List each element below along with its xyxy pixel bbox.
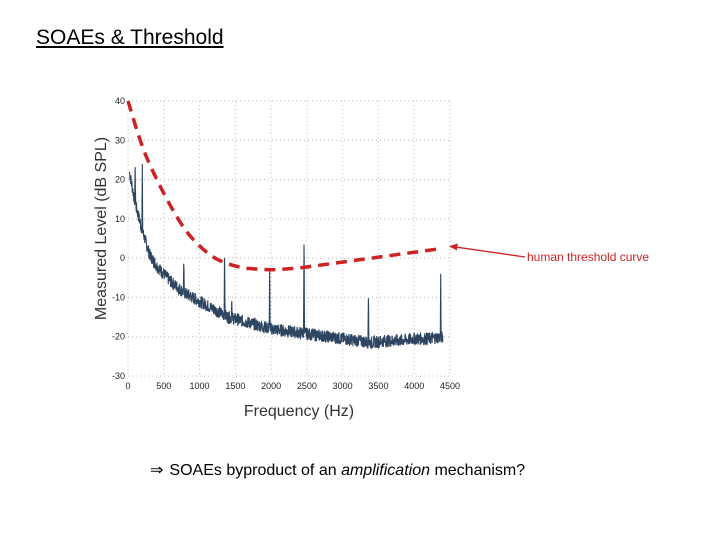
y-tick-label: 20 [115,175,125,185]
x-tick-label: 1500 [225,381,245,391]
x-tick-label: 3500 [368,381,388,391]
y-tick-label: 10 [115,214,125,224]
y-tick-label: -30 [112,371,125,381]
annotation-label: human threshold curve [527,250,649,264]
spectrum-line [128,163,444,350]
y-tick-label: 40 [115,96,125,106]
x-tick-label: 3000 [333,381,353,391]
chart-axes: 0 500 1000 1500 2000 2500 3000 3500 4000 4500 40 30… [93,96,460,420]
threshold-curve [126,100,444,272]
x-axis-label: Frequency (Hz) [244,403,354,420]
annotation-arrowhead-icon [448,243,458,251]
conclusion-text: ⇒ SOAEs byproduct of an amplification mec… [150,460,525,480]
x-tick-label: 4500 [440,381,460,391]
x-tick-label: 0 [125,381,130,391]
x-tick-label: 4000 [404,381,424,391]
chart-series [126,100,444,350]
x-tick-label: 1000 [190,381,210,391]
y-tick-label: -10 [112,292,125,302]
y-tick-label: -20 [112,332,125,342]
y-tick-label: 30 [115,135,125,145]
chart-annotations: human threshold curve [448,243,649,264]
conclusion-emphasis: amplification [341,462,430,479]
x-tick-label: 500 [156,381,171,391]
slide-title: SOAEs & Threshold [36,26,224,49]
x-tick-label: 2500 [297,381,317,391]
conclusion-after: mechanism? [430,462,526,479]
implies-arrow-icon: ⇒ [150,462,164,479]
y-axis-label: Measured Level (dB SPL) [93,137,110,320]
x-tick-label: 2000 [261,381,281,391]
annotation-arrow-line [450,245,526,258]
conclusion-before: SOAEs byproduct of an [169,462,342,479]
y-tick-label: 0 [120,253,125,263]
